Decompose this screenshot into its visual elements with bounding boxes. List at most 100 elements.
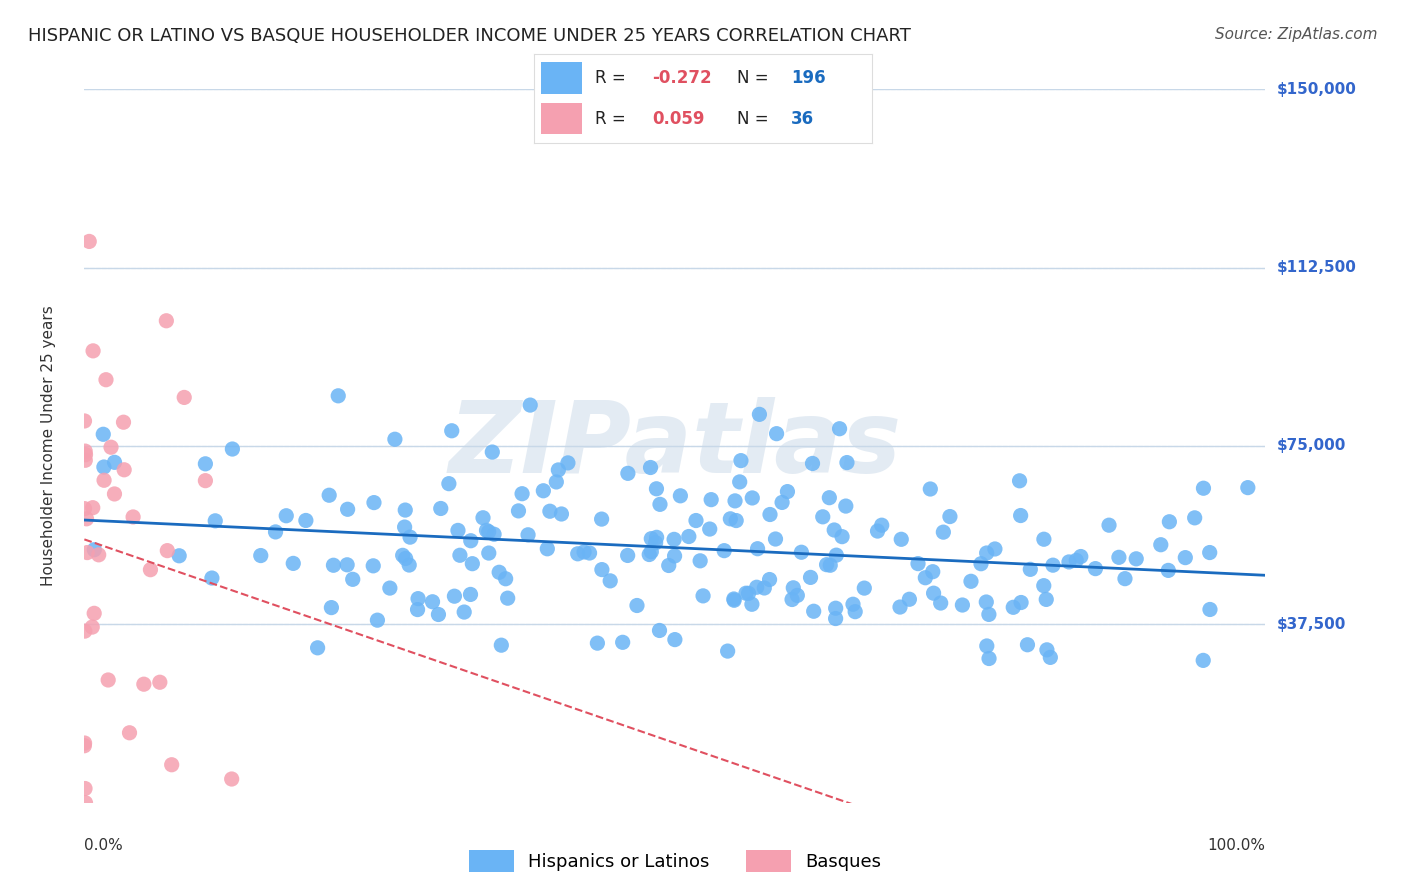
Point xyxy=(747,541,769,556)
Point xyxy=(73,736,96,750)
Point xyxy=(815,558,838,572)
Point xyxy=(1010,508,1032,523)
Point xyxy=(758,573,780,587)
Point xyxy=(73,739,96,753)
Point xyxy=(612,635,634,649)
Point xyxy=(406,602,429,616)
Point xyxy=(322,558,344,573)
Point xyxy=(167,549,190,563)
Point xyxy=(118,725,141,739)
Point xyxy=(835,456,858,470)
Point xyxy=(82,500,104,515)
Text: N =: N = xyxy=(737,69,773,87)
Point xyxy=(406,591,429,606)
Text: $112,500: $112,500 xyxy=(1277,260,1357,275)
Point xyxy=(662,533,685,547)
Point xyxy=(103,487,125,501)
Point xyxy=(824,611,846,625)
Point xyxy=(1174,550,1197,565)
Point xyxy=(645,530,668,544)
Point xyxy=(510,486,533,500)
Point xyxy=(645,482,668,496)
Point xyxy=(194,474,217,488)
Point xyxy=(811,509,834,524)
Point xyxy=(648,497,671,511)
Point xyxy=(664,549,686,563)
Point xyxy=(689,554,711,568)
Point xyxy=(782,581,804,595)
Point xyxy=(599,574,621,588)
Point xyxy=(481,445,503,459)
Point xyxy=(194,457,217,471)
Point xyxy=(685,514,707,528)
Point xyxy=(394,503,416,517)
Point xyxy=(617,467,640,481)
Point xyxy=(831,530,853,544)
Point xyxy=(97,673,120,687)
Point xyxy=(204,514,226,528)
Point xyxy=(73,501,96,516)
Point xyxy=(557,456,579,470)
Point xyxy=(745,580,768,594)
Point xyxy=(920,482,942,496)
Point xyxy=(496,591,519,606)
Point xyxy=(550,507,572,521)
Point xyxy=(546,475,568,489)
Point xyxy=(984,541,1007,556)
Point xyxy=(1017,638,1039,652)
Point xyxy=(866,524,889,538)
Point xyxy=(1199,602,1222,616)
Point xyxy=(82,343,104,358)
Point xyxy=(932,525,955,540)
Point xyxy=(398,558,420,572)
Point xyxy=(950,598,973,612)
Point xyxy=(453,605,475,619)
Point xyxy=(478,524,501,539)
Point xyxy=(976,639,998,653)
Point xyxy=(482,527,505,541)
Text: R =: R = xyxy=(595,110,631,128)
Point xyxy=(890,533,912,547)
Point xyxy=(844,605,866,619)
Point xyxy=(75,448,97,462)
Point xyxy=(93,460,115,475)
Point xyxy=(748,408,770,422)
Point xyxy=(835,499,858,513)
Text: HISPANIC OR LATINO VS BASQUE HOUSEHOLDER INCOME UNDER 25 YEARS CORRELATION CHART: HISPANIC OR LATINO VS BASQUE HOUSEHOLDER… xyxy=(28,27,911,45)
Point xyxy=(842,597,865,611)
Point xyxy=(1125,551,1147,566)
Point xyxy=(76,545,98,559)
Point xyxy=(692,589,714,603)
Point xyxy=(1198,545,1220,559)
Point xyxy=(94,373,117,387)
Point xyxy=(929,596,952,610)
Point xyxy=(730,453,752,467)
Point xyxy=(725,514,748,528)
Point xyxy=(336,502,359,516)
Text: $37,500: $37,500 xyxy=(1277,617,1346,632)
Text: Source: ZipAtlas.com: Source: ZipAtlas.com xyxy=(1215,27,1378,42)
Point xyxy=(201,571,224,585)
Text: R =: R = xyxy=(595,69,631,87)
Point xyxy=(460,587,482,601)
Point xyxy=(83,542,105,557)
Point xyxy=(75,796,97,810)
Point xyxy=(1084,561,1107,575)
Point xyxy=(1150,538,1173,552)
Point xyxy=(790,545,813,559)
Text: 100.0%: 100.0% xyxy=(1208,838,1265,854)
Point xyxy=(1019,562,1042,576)
Point xyxy=(73,781,96,796)
Point xyxy=(378,581,401,595)
Text: 196: 196 xyxy=(790,69,825,87)
Point xyxy=(1032,579,1054,593)
Point xyxy=(922,586,945,600)
Point xyxy=(572,545,595,559)
Point xyxy=(122,510,145,524)
Point xyxy=(437,476,460,491)
Point xyxy=(93,473,115,487)
Point xyxy=(264,524,287,539)
Point xyxy=(616,549,638,563)
Point xyxy=(132,677,155,691)
Point xyxy=(1237,481,1260,495)
